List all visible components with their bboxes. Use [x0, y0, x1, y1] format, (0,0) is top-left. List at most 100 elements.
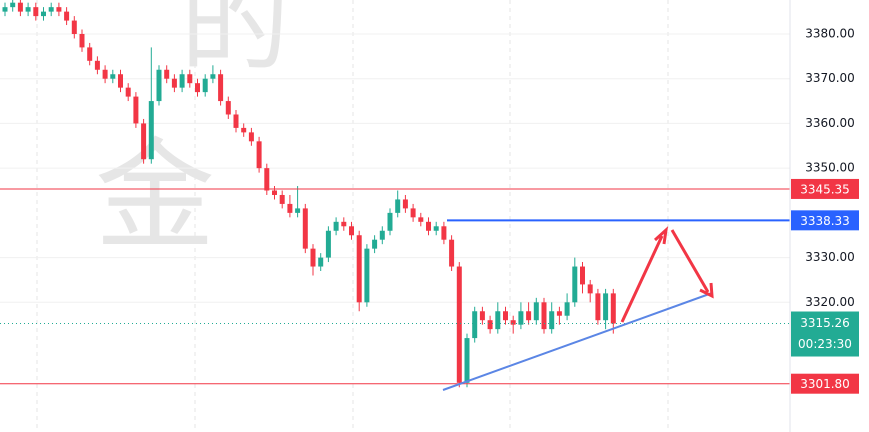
candle-body — [402, 199, 408, 209]
candle-body — [94, 60, 100, 70]
candle-body — [449, 239, 455, 267]
candle-body — [233, 114, 239, 128]
candle-body — [241, 127, 247, 133]
candle-body — [179, 74, 185, 88]
candle-body — [264, 168, 270, 191]
candle-body — [564, 302, 570, 316]
candle-body — [410, 208, 416, 218]
candle-body — [510, 320, 516, 325]
y-tick-label: 3320.00 — [805, 295, 855, 309]
current-price-label: 3315.26 — [800, 316, 850, 330]
candle-body — [56, 7, 62, 12]
candle-body — [118, 74, 123, 88]
candle-body — [156, 69, 162, 102]
candle-body — [356, 235, 362, 303]
candle-body — [541, 302, 547, 330]
candle-body — [610, 293, 616, 324]
candle-body — [71, 20, 77, 34]
candle-body — [549, 311, 555, 330]
trend-line — [442, 292, 713, 391]
countdown: 00:23:30 — [798, 337, 852, 351]
level-label-bg — [791, 210, 859, 231]
candle-body — [218, 74, 224, 102]
candle-body — [10, 2, 16, 8]
arrow-down — [670, 229, 714, 299]
candle-body — [195, 83, 200, 93]
candle-body — [433, 226, 439, 231]
candle-body — [456, 266, 462, 383]
level-label: 3338.33 — [800, 214, 850, 228]
candle-body — [595, 293, 601, 321]
candle-body — [487, 320, 493, 330]
candle-body — [210, 74, 216, 79]
candle-body — [318, 257, 324, 267]
candle-body — [572, 266, 578, 303]
arrow-up — [620, 226, 669, 323]
candle-body — [125, 87, 131, 97]
candle-body — [256, 141, 262, 169]
level-label: 3301.80 — [800, 377, 850, 391]
candle-body — [17, 2, 23, 12]
watermark: 金 — [95, 128, 215, 267]
candle-body — [441, 226, 447, 240]
candle-body — [587, 284, 593, 294]
candle-body — [295, 208, 301, 213]
candle-body — [164, 69, 170, 79]
candle-body — [33, 7, 39, 17]
candle-body — [472, 311, 478, 339]
candle-body — [379, 230, 385, 240]
candle-body — [310, 248, 316, 267]
watermark: 的 — [180, 0, 290, 86]
candle-body — [603, 293, 609, 321]
candle-body — [141, 123, 147, 160]
candle-body — [148, 101, 154, 160]
candle-body — [395, 199, 401, 213]
candle-body — [225, 101, 231, 115]
candle-body — [79, 33, 85, 48]
candle-body — [171, 78, 177, 88]
candle-body — [418, 217, 424, 222]
candle-body — [272, 190, 277, 195]
candle-body — [202, 78, 208, 93]
candle-body — [426, 221, 431, 231]
candle-body — [580, 266, 585, 285]
candle-body — [372, 239, 378, 249]
candle-body — [133, 96, 139, 124]
current-price-bg — [791, 311, 859, 357]
y-tick-label: 3380.00 — [805, 26, 855, 40]
candle-body — [556, 311, 562, 316]
y-tick-label: 3370.00 — [805, 71, 855, 85]
candle-body — [302, 208, 308, 249]
level-label: 3345.35 — [800, 182, 850, 196]
candle-body — [187, 74, 193, 84]
candle-body — [526, 311, 532, 321]
candle-body — [48, 7, 54, 12]
level-label-bg — [791, 178, 859, 199]
candle-body — [479, 311, 485, 321]
candle-body — [87, 47, 93, 61]
y-tick-label: 3350.00 — [805, 161, 855, 175]
candle-body — [25, 7, 31, 12]
candle-body — [279, 194, 285, 204]
candle-body — [533, 302, 539, 321]
candle-body — [349, 226, 354, 236]
level-label-bg — [791, 373, 859, 394]
candle-body — [518, 311, 524, 325]
candle-body — [102, 69, 108, 79]
candle-body — [333, 221, 339, 231]
candle-body — [325, 230, 331, 258]
candle-body — [41, 11, 46, 17]
candle-body — [495, 311, 501, 330]
candle-body — [2, 7, 8, 12]
candle-body — [364, 248, 370, 303]
candle-body — [64, 11, 70, 21]
candle-body — [341, 221, 347, 227]
y-tick-label: 3360.00 — [805, 116, 855, 130]
candle-body — [387, 212, 393, 231]
candle-body — [110, 74, 116, 79]
candle-body — [248, 132, 254, 142]
candle-body — [287, 203, 293, 213]
y-tick-label: 3330.00 — [805, 250, 855, 264]
candle-body — [503, 311, 508, 321]
